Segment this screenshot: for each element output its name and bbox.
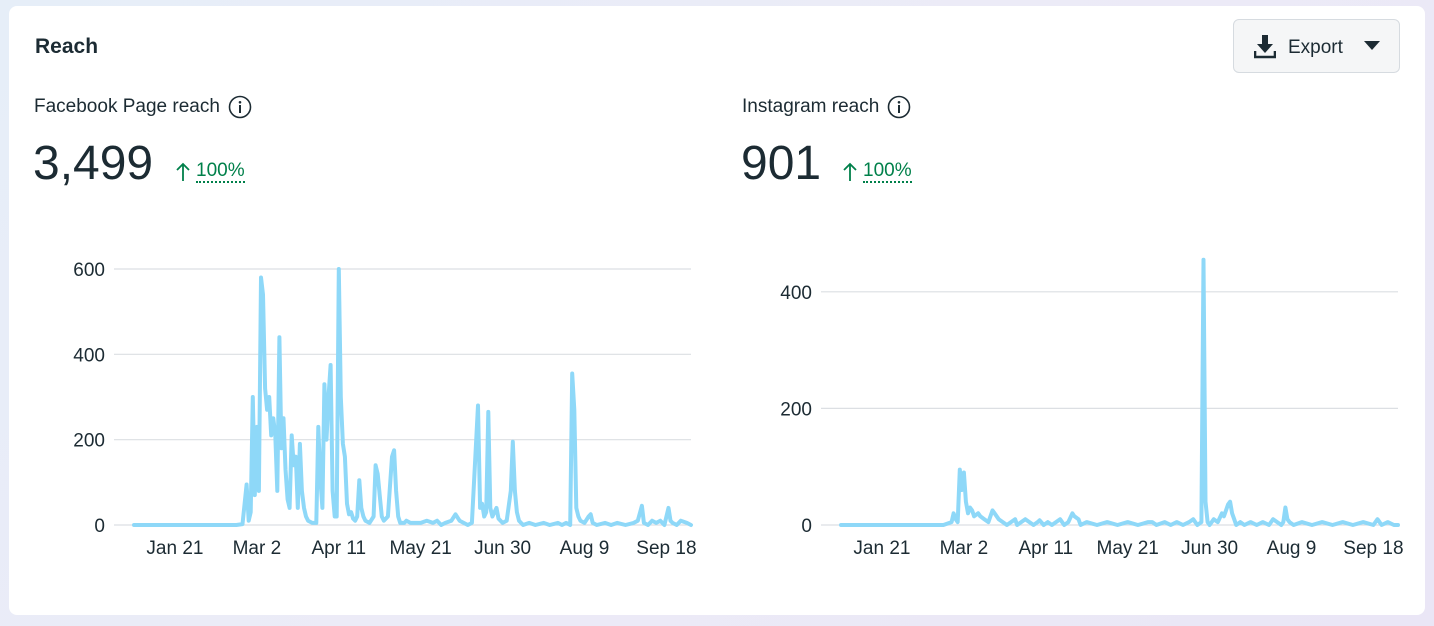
x-tick-label: Sep 18 [1343, 538, 1403, 559]
facebook-reach-value: 3,499 [33, 137, 154, 190]
x-tick-label: Jun 30 [474, 538, 531, 559]
export-label: Export [1288, 37, 1343, 58]
x-tick-label: Jan 21 [146, 538, 203, 559]
export-button[interactable]: Export [1233, 19, 1400, 73]
arrow-up-icon [843, 162, 857, 181]
x-tick-label: Jan 21 [853, 538, 910, 559]
y-tick-label: 0 [801, 516, 812, 537]
y-tick-label: 200 [780, 399, 812, 420]
x-tick-label: Aug 9 [560, 538, 610, 559]
y-tick-label: 400 [73, 345, 105, 366]
y-tick-label: 600 [73, 260, 105, 281]
facebook-panel: Facebook Page reach 3,499 100% 0 200 400 60… [9, 6, 709, 606]
x-tick-label: Sep 18 [636, 538, 696, 559]
arrow-up-icon [176, 162, 190, 181]
instagram-panel: Instagram reach 901 100% 0 200 400 Jan 21 Ma… [716, 6, 1416, 606]
x-tick-label: Apr 11 [1018, 538, 1073, 559]
y-tick-label: 200 [73, 431, 105, 452]
x-tick-label: Mar 2 [940, 538, 989, 559]
series-line[interactable] [132, 267, 693, 527]
facebook-reach-label: Facebook Page reach [34, 96, 220, 117]
info-icon[interactable] [228, 95, 252, 119]
instagram-reach-value: 901 [741, 137, 822, 190]
x-tick-label: Jun 30 [1181, 538, 1238, 559]
x-tick-label: Aug 9 [1267, 538, 1317, 559]
info-icon[interactable] [887, 95, 911, 119]
instagram-reach-delta: 100% [843, 161, 912, 183]
y-tick-label: 0 [94, 516, 105, 537]
card-title: Reach [35, 35, 99, 58]
y-tick-label: 400 [780, 283, 812, 304]
facebook-delta-percent[interactable]: 100% [196, 160, 245, 183]
facebook-reach-delta: 100% [176, 161, 245, 183]
reach-card: Reach Export Facebook Page reach 3,499 [9, 6, 1425, 615]
instagram-delta-percent[interactable]: 100% [863, 160, 912, 183]
caret-down-icon [1364, 41, 1380, 50]
x-tick-label: Apr 11 [311, 538, 366, 559]
facebook-reach-chart: 0 200 400 600 Jan 21 Mar 2 Apr 11 May 21 Jun 30 A… [73, 260, 696, 559]
x-tick-label: Mar 2 [233, 538, 282, 559]
series-line[interactable] [839, 257, 1400, 527]
x-tick-label: May 21 [390, 538, 452, 559]
instagram-reach-chart: 0 200 400 Jan 21 Mar 2 Apr 11 May 21 Jun 30 Aug … [780, 257, 1404, 559]
download-icon [1254, 35, 1276, 59]
x-tick-label: May 21 [1097, 538, 1159, 559]
instagram-reach-title: Instagram reach [742, 95, 911, 119]
facebook-reach-title: Facebook Page reach [34, 95, 252, 119]
instagram-reach-label: Instagram reach [742, 96, 880, 117]
